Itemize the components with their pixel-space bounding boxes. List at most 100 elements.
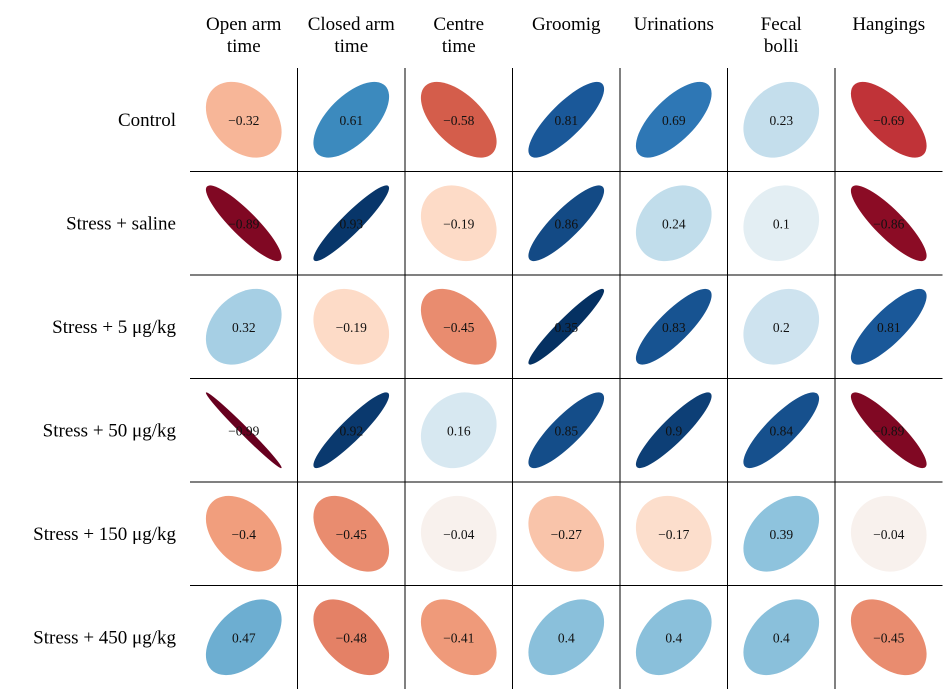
correlation-value-label: 0.81	[554, 113, 578, 128]
correlation-ellipse	[850, 81, 927, 158]
grid-lines	[190, 68, 943, 689]
correlation-cell: −0.89	[850, 392, 927, 469]
correlation-value-label: −0.45	[443, 320, 474, 335]
correlation-ellipse	[313, 392, 390, 469]
correlation-value-label: −0.89	[873, 423, 904, 438]
correlation-ellipse	[743, 392, 820, 469]
correlation-value-label: 0.16	[447, 423, 471, 438]
correlation-ellipse	[635, 495, 712, 572]
correlation-cell: 0.4	[528, 599, 605, 676]
correlation-ellipse	[528, 288, 605, 365]
correlation-value-label: 0.92	[339, 423, 363, 438]
column-label: Centre time	[433, 14, 484, 57]
correlation-ellipse	[205, 599, 282, 676]
correlation-ellipse	[205, 81, 282, 158]
correlation-ellipse	[420, 392, 497, 469]
correlation-ellipse	[420, 81, 497, 158]
correlation-cell: −0.27	[528, 495, 605, 572]
correlation-value-label: 0.84	[769, 423, 793, 438]
column-label: Fecal bolli	[761, 14, 802, 57]
correlation-ellipse	[420, 599, 497, 676]
correlation-ellipse	[850, 599, 927, 676]
correlation-ellipse	[743, 495, 820, 572]
correlation-ellipse	[313, 185, 390, 262]
correlation-cell: 0.24	[635, 185, 712, 262]
correlation-cell: 0.16	[420, 392, 497, 469]
column-label: Open arm time	[206, 14, 282, 57]
correlation-ellipse	[743, 599, 820, 676]
correlation-cell: 0.4	[743, 599, 820, 676]
correlation-ellipse	[205, 185, 282, 262]
correlation-cell: 0.81	[528, 81, 605, 158]
correlation-value-label: 0.4	[665, 630, 682, 645]
column-label: Hangings	[852, 14, 925, 35]
correlation-cell: 0.35	[528, 288, 605, 365]
correlation-ellipse	[635, 392, 712, 469]
correlation-cell: 0.85	[528, 392, 605, 469]
correlation-value-label: −0.32	[228, 113, 259, 128]
column-label-line: bolli	[764, 36, 799, 57]
correlation-ellipse	[635, 288, 712, 365]
row-label: Stress + 5 μg/kg	[52, 317, 176, 338]
correlation-cell: −0.69	[850, 81, 927, 158]
column-label-line: Fecal	[761, 14, 802, 35]
correlation-value-label: 0.4	[558, 630, 575, 645]
correlation-ellipse	[420, 495, 497, 572]
correlation-ellipse	[850, 288, 927, 365]
correlation-ellipse	[420, 185, 497, 262]
correlation-value-label: 0.9	[665, 423, 682, 438]
correlation-value-label: −0.27	[551, 527, 582, 542]
correlation-ellipse	[313, 81, 390, 158]
correlation-cell: −0.17	[635, 495, 712, 572]
correlation-cell: 0.32	[205, 288, 282, 365]
correlation-value-label: −0.04	[873, 527, 904, 542]
correlation-value-label: 0.35	[554, 320, 578, 335]
correlation-value-label: 0.69	[662, 113, 686, 128]
correlation-cell: 0.93	[313, 185, 390, 262]
correlation-cell: 0.1	[743, 185, 820, 262]
correlation-cell: −0.04	[850, 495, 927, 572]
correlation-value-label: −0.69	[873, 113, 904, 128]
correlation-value-label: 0.85	[554, 423, 578, 438]
row-labels: Control Stress + saline Stress + 5 μg/kg St…	[33, 110, 176, 649]
correlation-ellipse	[850, 495, 927, 572]
column-label-line: Centre	[433, 14, 484, 35]
correlation-ellipse	[205, 495, 282, 572]
correlation-value-label: 0.23	[769, 113, 793, 128]
correlation-cell: −0.89	[205, 185, 282, 262]
correlation-cell: 0.86	[528, 185, 605, 262]
correlation-cell: −0.99	[205, 392, 282, 469]
correlation-cell: 0.69	[635, 81, 712, 158]
correlation-ellipse	[850, 392, 927, 469]
row-label: Stress + 450 μg/kg	[33, 627, 176, 648]
correlation-cell: 0.83	[635, 288, 712, 365]
correlation-cell: −0.86	[850, 185, 927, 262]
correlation-value-label: 0.61	[339, 113, 363, 128]
row-label: Stress + 150 μg/kg	[33, 524, 176, 545]
correlation-ellipse	[528, 599, 605, 676]
correlation-cell: −0.41	[420, 599, 497, 676]
correlation-ellipse	[528, 185, 605, 262]
correlation-cell: 0.23	[743, 81, 820, 158]
correlation-ellipse	[528, 392, 605, 469]
correlation-ellipse	[205, 392, 282, 469]
correlation-value-label: 0.32	[232, 320, 256, 335]
correlation-value-label: 0.86	[554, 216, 578, 231]
correlation-value-label: −0.99	[228, 423, 259, 438]
correlation-value-label: 0.1	[773, 216, 790, 231]
correlation-cell: 0.81	[850, 288, 927, 365]
correlation-cell: −0.48	[313, 599, 390, 676]
correlation-value-label: −0.58	[443, 113, 474, 128]
correlation-ellipse	[635, 185, 712, 262]
correlation-value-label: 0.83	[662, 320, 686, 335]
correlation-cell: −0.19	[420, 185, 497, 262]
correlation-ellipse	[313, 599, 390, 676]
column-label: Groomig	[532, 14, 601, 35]
correlation-value-label: −0.45	[336, 527, 367, 542]
correlation-ellipse	[205, 288, 282, 365]
correlation-value-label: 0.39	[769, 527, 793, 542]
correlation-cell: −0.04	[420, 495, 497, 572]
correlation-cell: 0.2	[743, 288, 820, 365]
correlation-value-label: 0.24	[662, 216, 686, 231]
